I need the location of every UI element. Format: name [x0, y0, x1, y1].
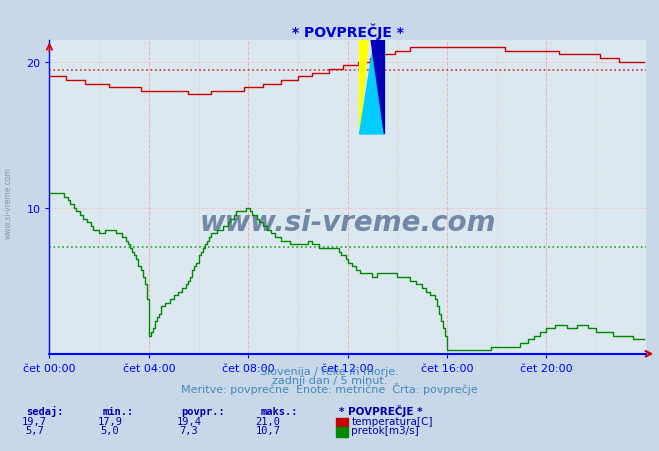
Text: 17,9: 17,9 — [98, 416, 123, 426]
Text: sedaj:: sedaj: — [26, 405, 64, 416]
Text: pretok[m3/s]: pretok[m3/s] — [351, 425, 419, 435]
Text: zadnji dan / 5 minut.: zadnji dan / 5 minut. — [272, 375, 387, 385]
Text: 19,7: 19,7 — [22, 416, 47, 426]
Text: Meritve: povprečne  Enote: metrične  Črta: povprečje: Meritve: povprečne Enote: metrične Črta:… — [181, 382, 478, 394]
Text: 19,4: 19,4 — [177, 416, 202, 426]
Polygon shape — [370, 0, 384, 135]
Polygon shape — [360, 0, 384, 135]
Text: 21,0: 21,0 — [256, 416, 281, 426]
Text: 5,0: 5,0 — [101, 425, 119, 435]
Text: temperatura[C]: temperatura[C] — [351, 416, 433, 426]
Text: www.si-vreme.com: www.si-vreme.com — [200, 208, 496, 236]
Text: povpr.:: povpr.: — [181, 406, 225, 416]
Text: Slovenija / reke in morje.: Slovenija / reke in morje. — [260, 366, 399, 376]
Text: * POVPREČJE *: * POVPREČJE * — [339, 404, 423, 416]
Text: 7,3: 7,3 — [180, 425, 198, 435]
Polygon shape — [360, 0, 384, 135]
Text: 5,7: 5,7 — [25, 425, 43, 435]
Text: min.:: min.: — [102, 406, 133, 416]
Text: maks.:: maks.: — [260, 406, 298, 416]
Title: * POVPREČJE *: * POVPREČJE * — [292, 23, 403, 39]
Text: 10,7: 10,7 — [256, 425, 281, 435]
Text: www.si-vreme.com: www.si-vreme.com — [3, 167, 13, 239]
